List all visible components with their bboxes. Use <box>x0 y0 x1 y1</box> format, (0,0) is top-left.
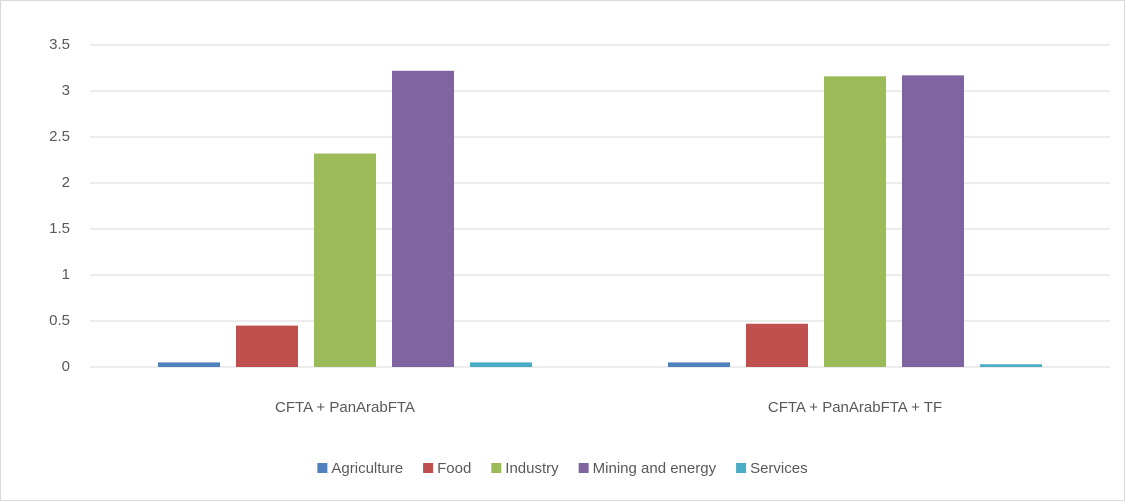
bar <box>158 362 220 367</box>
bar <box>746 323 808 367</box>
bar <box>824 76 886 367</box>
bar <box>470 362 532 367</box>
y-tick-label: 0 <box>62 358 70 375</box>
bar <box>668 362 730 367</box>
y-tick-label: 2 <box>62 174 70 191</box>
legend-label: Agriculture <box>331 460 403 477</box>
y-tick-label: 3 <box>62 82 70 99</box>
y-tick-label: 1 <box>62 266 70 283</box>
y-tick-label: 1.5 <box>49 220 70 237</box>
bar <box>392 70 454 367</box>
y-tick-label: 3.5 <box>49 36 70 53</box>
legend-swatch <box>317 463 328 473</box>
legend-swatch <box>578 463 589 473</box>
bar <box>902 75 964 368</box>
legend-swatch <box>423 463 434 473</box>
y-tick-label: 2.5 <box>49 128 70 145</box>
legend-swatch <box>491 463 502 473</box>
bar <box>314 153 376 367</box>
x-tick-label: CFTA + PanArabFTA + TF <box>768 399 942 416</box>
x-tick-label: CFTA + PanArabFTA <box>275 399 415 416</box>
legend-swatch <box>736 463 747 473</box>
bar <box>980 364 1042 367</box>
legend-label: Food <box>437 460 471 477</box>
y-tick-label: 0.5 <box>49 312 70 329</box>
legend-label: Services <box>750 460 808 477</box>
legend-label: Mining and energy <box>593 460 717 477</box>
legend-label: Industry <box>505 460 559 477</box>
bar <box>236 325 298 367</box>
